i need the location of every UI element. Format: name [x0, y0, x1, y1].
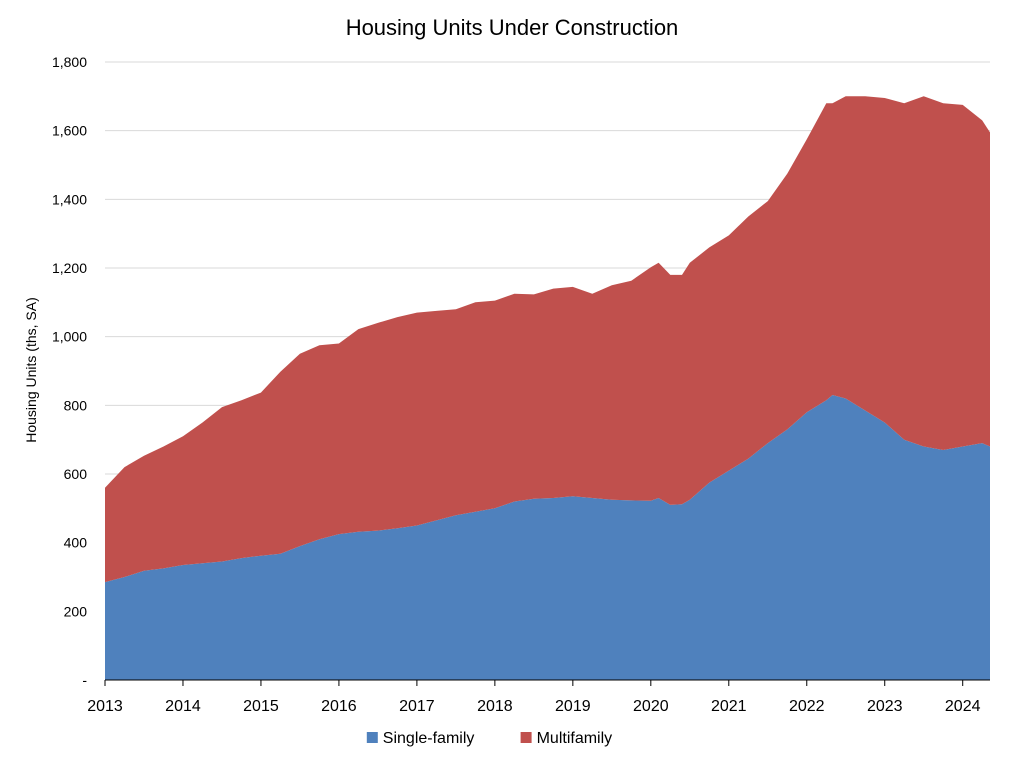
- y-tick-label: 1,200: [52, 260, 87, 276]
- x-tick-label: 2017: [399, 698, 435, 715]
- x-tick-label: 2018: [477, 698, 513, 715]
- y-tick-label: 400: [64, 535, 88, 551]
- axes: - 200 400 600 800 1,000 1,200 1,400 1,600 1,800 20…: [52, 54, 990, 715]
- y-axis-label: Housing Units (ths, SA): [23, 297, 39, 443]
- y-tick-label: 1,400: [52, 191, 87, 207]
- y-tick-label: 1,000: [52, 329, 87, 345]
- x-tick-label: 2023: [867, 698, 903, 715]
- x-tick-label: 2022: [789, 698, 825, 715]
- y-tick-label: 200: [64, 603, 88, 619]
- area-single-family: [105, 395, 990, 680]
- x-tick-label: 2016: [321, 698, 357, 715]
- x-tick-label: 2015: [243, 698, 279, 715]
- legend-swatch-multifamily: [520, 732, 532, 743]
- y-tick-label: 1,800: [52, 54, 87, 70]
- legend-swatch-single-family: [366, 732, 378, 743]
- x-tick-label: 2013: [87, 698, 123, 715]
- chart-title: Housing Units Under Construction: [346, 15, 679, 40]
- legend-label-single-family: Single-family: [383, 730, 475, 747]
- y-tick-label: -: [82, 672, 87, 688]
- area-multifamily: [105, 96, 990, 583]
- x-tick-label: 2019: [555, 698, 591, 715]
- y-tick-label: 1,600: [52, 123, 87, 139]
- x-tick-label: 2024: [945, 698, 981, 715]
- x-tick-label: 2014: [165, 698, 201, 715]
- legend-label-multifamily: Multifamily: [537, 730, 613, 747]
- legend: Single-family Multifamily: [366, 730, 613, 747]
- y-tick-label: 800: [64, 397, 88, 413]
- y-tick-label: 600: [64, 466, 88, 482]
- area-series: [105, 96, 990, 680]
- x-tick-label: 2020: [633, 698, 669, 715]
- x-tick-label: 2021: [711, 698, 747, 715]
